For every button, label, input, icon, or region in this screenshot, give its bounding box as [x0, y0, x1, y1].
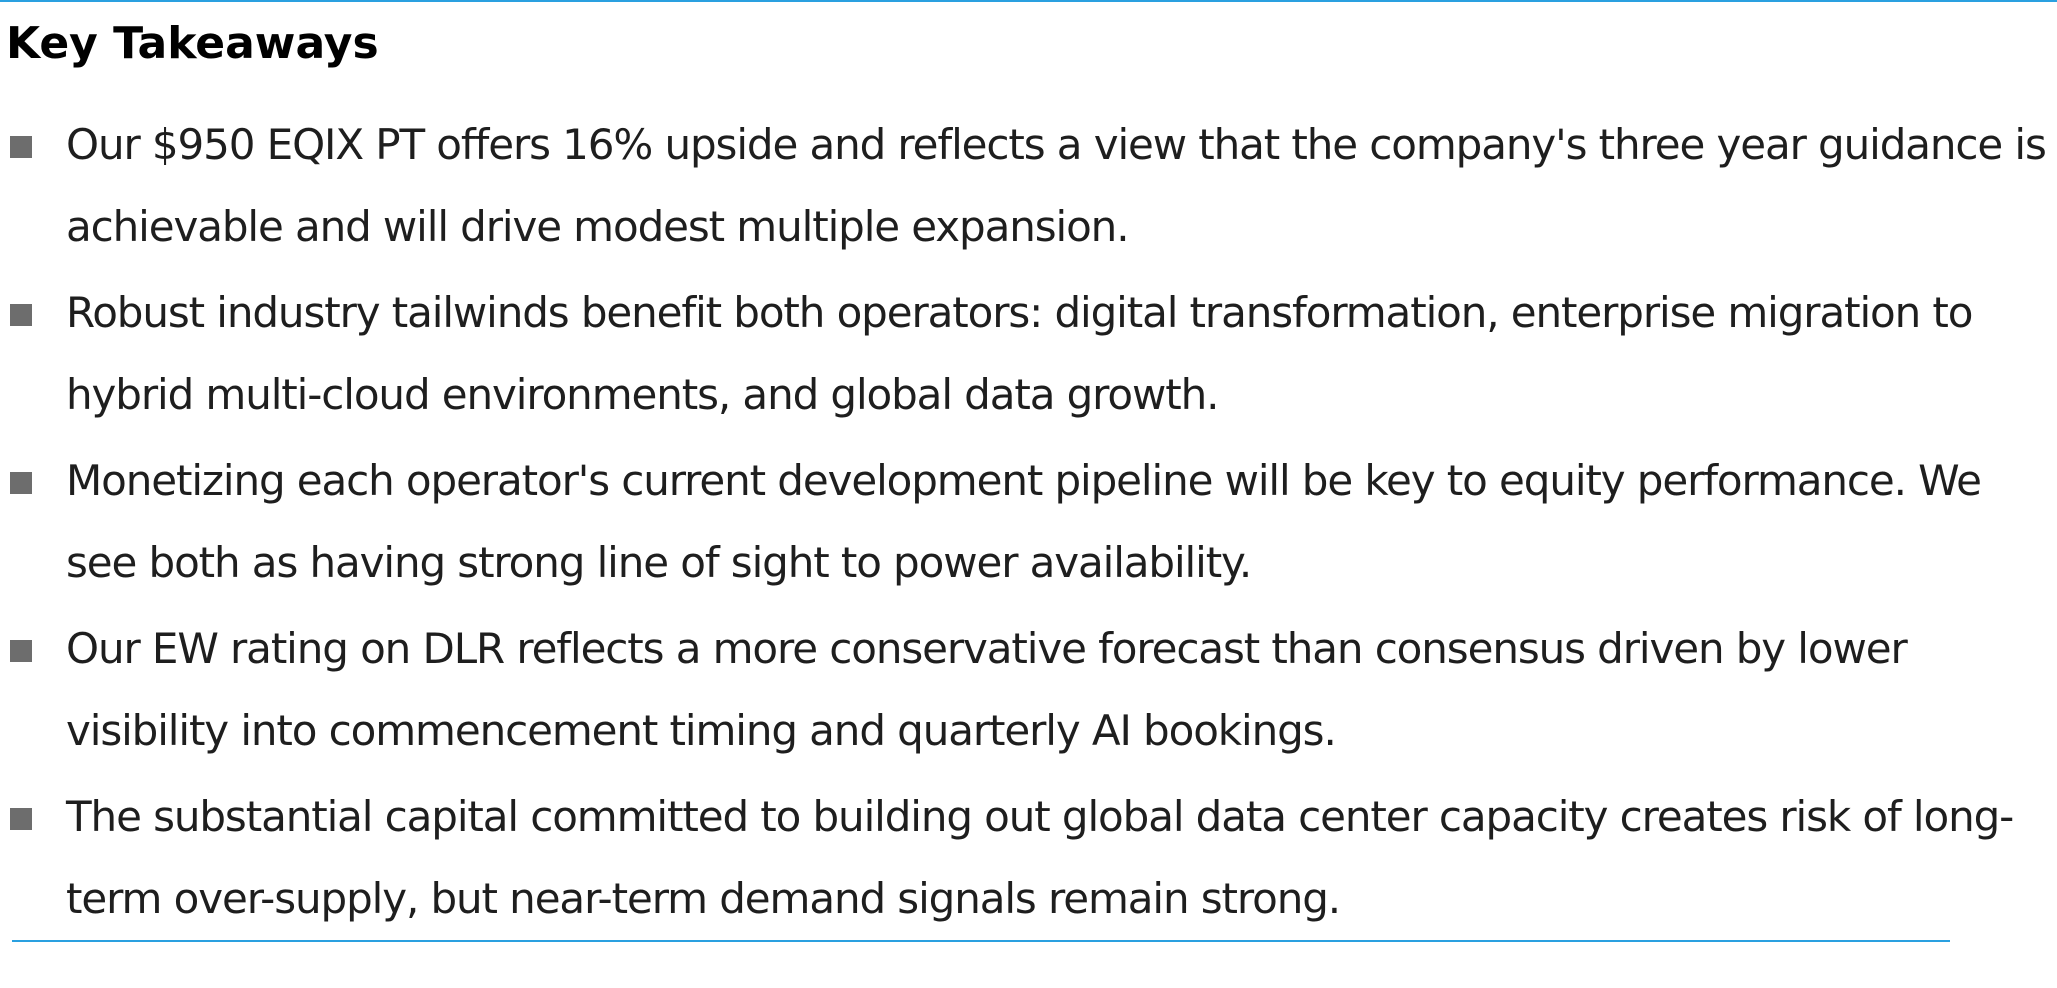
takeaway-item: Our EW rating on DLR reflects a more con…: [0, 608, 2057, 776]
square-bullet-icon: [10, 136, 32, 158]
takeaway-text: Robust industry tailwinds benefit both o…: [66, 288, 1973, 419]
square-bullet-icon: [10, 808, 32, 830]
square-bullet-icon: [10, 640, 32, 662]
takeaways-list: Our $950 EQIX PT offers 16% upside and r…: [0, 104, 2057, 944]
takeaway-item: Robust industry tailwinds benefit both o…: [0, 272, 2057, 440]
section-title: Key Takeaways: [6, 18, 379, 69]
takeaway-text: Our $950 EQIX PT offers 16% upside and r…: [66, 120, 2047, 251]
takeaway-item: Monetizing each operator's current devel…: [0, 440, 2057, 608]
square-bullet-icon: [10, 472, 32, 494]
takeaway-text: Our EW rating on DLR reflects a more con…: [66, 624, 1908, 755]
takeaway-text: The substantial capital committed to bui…: [66, 792, 2014, 923]
takeaway-item: The substantial capital committed to bui…: [0, 776, 2057, 944]
top-divider: [0, 0, 2057, 2]
square-bullet-icon: [10, 304, 32, 326]
takeaway-text: Monetizing each operator's current devel…: [66, 456, 1982, 587]
takeaway-item: Our $950 EQIX PT offers 16% upside and r…: [0, 104, 2057, 272]
bottom-divider: [12, 940, 1950, 942]
